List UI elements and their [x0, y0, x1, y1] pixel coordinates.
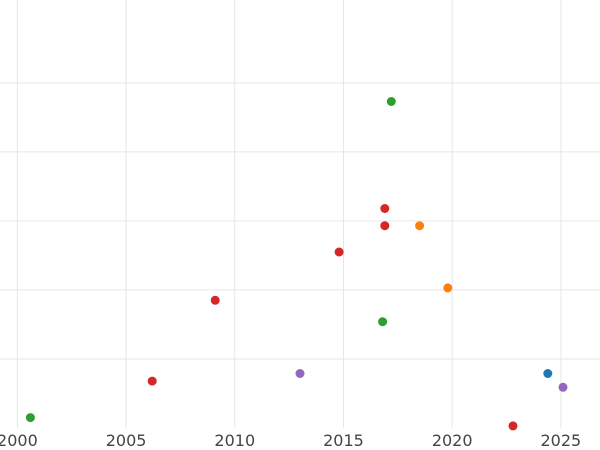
x-tick-label: 2005: [106, 431, 147, 450]
data-point: [295, 369, 305, 378]
data-point: [380, 221, 390, 231]
data-point: [210, 295, 220, 305]
x-tick-label: 2020: [432, 431, 473, 450]
data-point: [386, 97, 396, 106]
y-gridlines: [0, 82, 600, 360]
x-tick-labels: 2000 2005 2010 2015 2020 2025: [0, 431, 581, 450]
data-point: [443, 283, 453, 293]
x-tick-label: 2000: [0, 431, 38, 450]
data-point: [415, 221, 425, 231]
x-tick-label: 2025: [541, 431, 582, 450]
data-point: [508, 421, 518, 431]
data-point: [334, 247, 344, 257]
data-point: [558, 382, 568, 392]
data-point: [147, 376, 157, 386]
x-tick-label: 2010: [214, 431, 255, 450]
data-point: [543, 369, 553, 378]
x-tick-label: 2015: [323, 431, 364, 450]
data-point: [378, 317, 388, 327]
data-points: [25, 97, 568, 431]
data-point: [25, 413, 35, 423]
data-point: [380, 204, 390, 213]
x-gridlines: [16, 0, 562, 428]
